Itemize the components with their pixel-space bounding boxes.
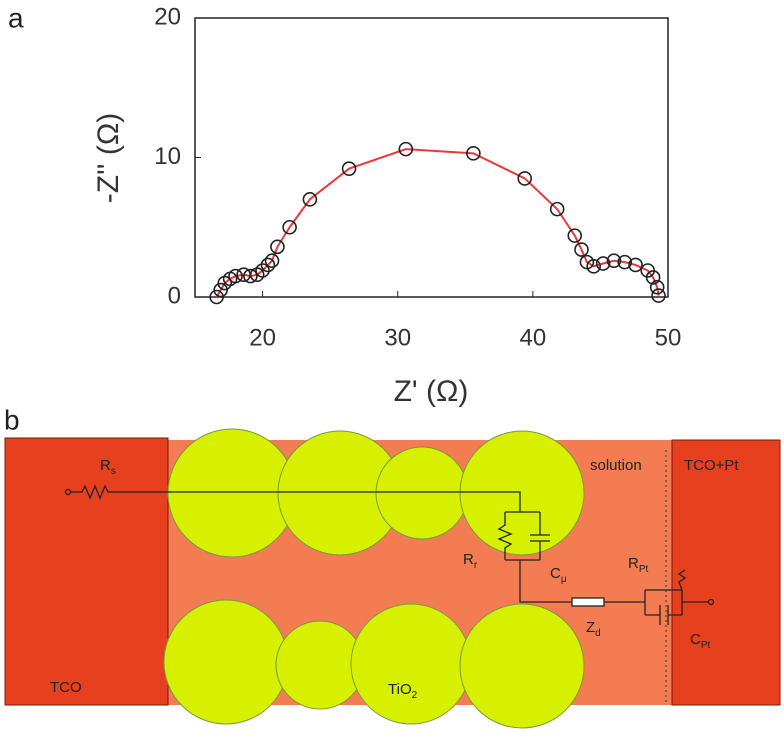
label-sub: μ — [561, 574, 567, 585]
data-point — [398, 141, 414, 157]
label-sub: Pt — [639, 564, 649, 575]
label-sub: r — [474, 560, 478, 571]
x-axis-label: Z' (Ω) — [394, 375, 469, 408]
fit-line — [215, 148, 660, 298]
particle — [167, 428, 297, 558]
circuit — [64, 484, 715, 625]
particle — [459, 603, 585, 729]
data-point — [260, 257, 276, 273]
particle — [163, 599, 289, 725]
plot-frame — [194, 17, 669, 298]
label-main: C — [690, 631, 701, 648]
data-point — [517, 171, 533, 186]
panel-label: a — [8, 2, 24, 33]
label-sub: d — [595, 628, 601, 639]
data-point — [617, 254, 633, 270]
component-label: CPt — [690, 631, 711, 651]
data-point — [595, 256, 611, 271]
component-label: Rs — [100, 457, 116, 477]
data-point — [645, 270, 661, 285]
counter-electrode — [671, 439, 781, 706]
x-tick-label: 50 — [655, 324, 682, 351]
data-point — [213, 282, 228, 298]
data-point — [567, 228, 583, 243]
label-main: R — [628, 555, 639, 572]
y-tick-label: 0 — [168, 282, 181, 309]
data-point — [243, 268, 258, 284]
particle — [459, 430, 585, 556]
data-point — [586, 259, 601, 274]
particle — [375, 446, 469, 540]
data-point — [255, 263, 270, 278]
data-point — [628, 257, 643, 273]
data-point — [282, 219, 297, 235]
data-point — [341, 161, 357, 176]
component-label: Zd — [586, 619, 601, 639]
electrode-label: TCO+Pt — [684, 457, 739, 474]
x-tick-label: 20 — [249, 324, 276, 351]
component-label: Cμ — [550, 565, 567, 585]
component-label: Rr — [463, 551, 478, 571]
panel-label: b — [4, 404, 20, 435]
data-point — [264, 253, 280, 269]
data-point — [302, 192, 318, 207]
data-point — [228, 268, 243, 284]
data-point — [649, 279, 665, 295]
data-point — [574, 242, 589, 257]
electrode-label: TCO — [50, 679, 82, 696]
data-point — [270, 239, 285, 255]
x-tick-label: 30 — [384, 324, 411, 351]
label-main: R — [463, 551, 474, 568]
data-point — [466, 146, 481, 161]
label-main: TiO — [388, 681, 412, 698]
data-point — [606, 253, 622, 269]
label-main: Z — [586, 619, 595, 636]
y-axis-label: -Z'' (Ω) — [92, 113, 125, 204]
component-label: RPt — [628, 555, 649, 575]
label-main: C — [550, 565, 561, 582]
label-main: R — [100, 457, 111, 474]
cell-diagram — [4, 428, 781, 729]
data-point — [549, 201, 565, 217]
particles — [163, 428, 585, 729]
medium-label: solution — [590, 457, 642, 474]
label-sub: s — [111, 466, 116, 477]
y-tick-label: 20 — [154, 3, 181, 30]
label-sub: 2 — [412, 690, 418, 701]
tco-electrode — [4, 437, 169, 706]
particle-label: TiO2 — [388, 681, 418, 701]
y-tick-label: 10 — [154, 143, 181, 170]
data-point — [209, 289, 224, 305]
x-tick-label: 40 — [520, 324, 547, 351]
label-sub: Pt — [701, 640, 711, 651]
data-point — [651, 288, 666, 303]
particle — [350, 603, 472, 725]
